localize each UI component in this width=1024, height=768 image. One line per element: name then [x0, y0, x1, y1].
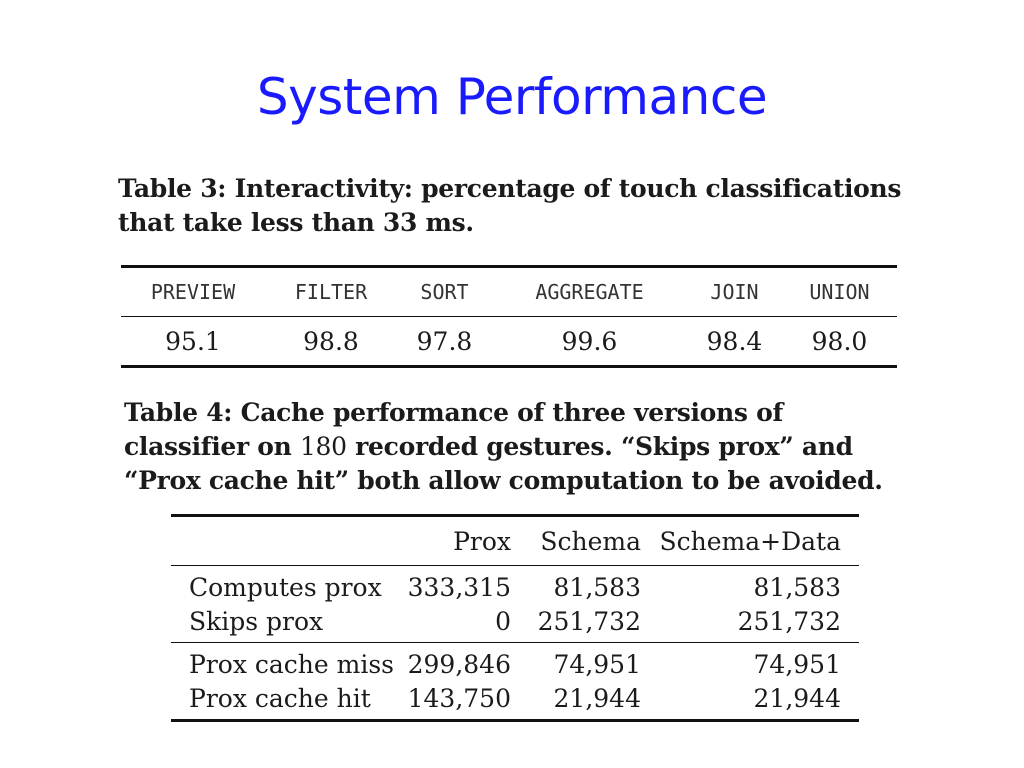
interactivity-table: PREVIEW FILTER SORT AGGREGATE JOIN UNION…: [121, 265, 897, 368]
row-label: Skips prox: [189, 606, 324, 636]
table-cell: 251,732: [537, 606, 641, 636]
cache-performance-table: Prox Schema Schema+Data Computes prox 33…: [171, 514, 859, 722]
table3-caption: Table 3: Interactivity: percentage of to…: [118, 172, 918, 240]
table-cell: 299,846: [407, 649, 511, 679]
row-label: Computes prox: [189, 572, 382, 602]
table-row: Prox cache hit 143,750 21,944 21,944: [171, 681, 859, 715]
table-cell: 98.0: [811, 326, 868, 356]
table-cell: 0: [495, 606, 511, 636]
column-header-prox: Prox: [453, 526, 511, 556]
table-cell: 98.4: [706, 326, 763, 356]
table-row: 95.1 98.8 97.8 99.6 98.4 98.0: [121, 317, 897, 365]
table-cell: 99.6: [561, 326, 618, 356]
column-header-join: JOIN: [710, 280, 759, 304]
column-header-preview: PREVIEW: [150, 280, 236, 304]
table-cell: 74,951: [553, 649, 641, 679]
table-cell: 251,732: [737, 606, 841, 636]
row-group: Prox cache miss 299,846 74,951 74,951 Pr…: [171, 643, 859, 719]
table-cell: 97.8: [416, 326, 473, 356]
table-cell: 143,750: [407, 683, 511, 713]
slide-title: System Performance: [256, 68, 768, 126]
row-label: Prox cache miss: [189, 649, 394, 679]
table4-caption-label: Table 4:: [124, 398, 233, 427]
column-header-union: UNION: [809, 280, 870, 304]
table4-caption-text-a: Cache performance of three versions of c…: [124, 398, 783, 461]
table-header-row: PREVIEW FILTER SORT AGGREGATE JOIN UNION: [121, 268, 897, 317]
table-cell: 333,315: [407, 572, 511, 602]
table-cell: 21,944: [553, 683, 641, 713]
column-header-filter: FILTER: [294, 280, 368, 304]
table4-caption: Table 4: Cache performance of three vers…: [124, 396, 916, 498]
table4-caption-text-b: recorded gestures. “Skips prox” and “Pro…: [124, 432, 883, 495]
table-cell: 74,951: [753, 649, 841, 679]
table4-caption-number: 180: [299, 432, 347, 461]
table-cell: 21,944: [753, 683, 841, 713]
table-row: Skips prox 0 251,732 251,732: [171, 604, 859, 638]
row-label: Prox cache hit: [189, 683, 371, 713]
table3-caption-text: Interactivity: percentage of touch class…: [118, 174, 902, 237]
table-row: Prox cache miss 299,846 74,951 74,951: [171, 647, 859, 681]
table-cell: 81,583: [553, 572, 641, 602]
table3-caption-label: Table 3:: [118, 174, 227, 203]
column-header-sort: SORT: [420, 280, 469, 304]
column-header-aggregate: AGGREGATE: [535, 280, 644, 304]
table-header-row: Prox Schema Schema+Data: [171, 517, 859, 566]
column-header-schema-data: Schema+Data: [659, 526, 841, 556]
column-header-schema: Schema: [540, 526, 641, 556]
table-cell: 95.1: [165, 326, 221, 356]
table-cell: 81,583: [753, 572, 841, 602]
table-cell: 98.8: [303, 326, 359, 356]
row-group: Computes prox 333,315 81,583 81,583 Skip…: [171, 566, 859, 643]
table-row: Computes prox 333,315 81,583 81,583: [171, 570, 859, 604]
